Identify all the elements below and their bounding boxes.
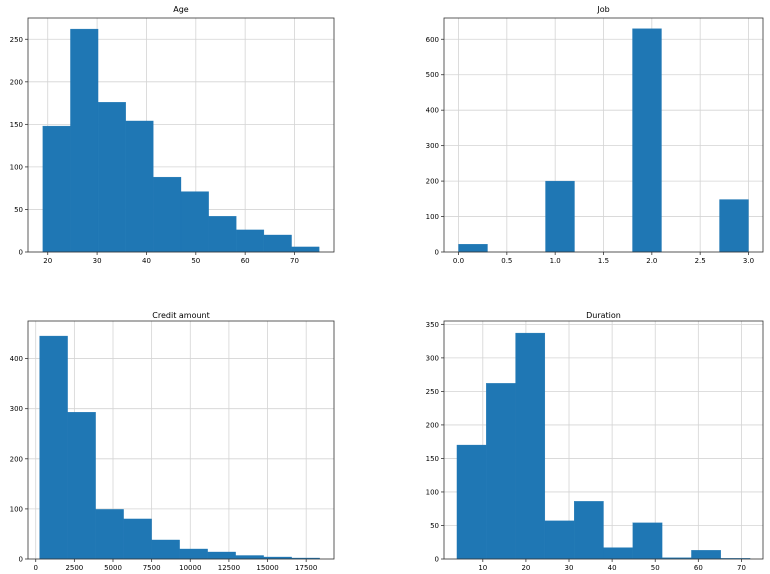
job-histogram-xtick-label-6: 3.0 <box>743 257 754 265</box>
duration-histogram-bar-0 <box>456 444 487 560</box>
age-histogram-ytick-label-5: 250 <box>10 36 23 44</box>
age-histogram-ytick-label-4: 200 <box>10 78 23 86</box>
age-histogram-xtick-label-1: 30 <box>93 257 102 265</box>
credit-amount-histogram-xtick-label-7: 17500 <box>295 564 317 572</box>
age-histogram-xtick-label-5: 70 <box>290 257 299 265</box>
duration-histogram-xtick-label-5: 60 <box>694 564 703 572</box>
credit-amount-histogram-ytick-label-0: 0 <box>19 556 23 564</box>
credit-amount-histogram-xtick-label-1: 2500 <box>65 564 83 572</box>
credit-amount-histogram-bar-7 <box>235 555 264 560</box>
duration-histogram-ytick-label-3: 150 <box>426 455 439 463</box>
credit-amount-histogram-axes-frame <box>27 320 335 560</box>
duration-histogram-bar-8 <box>691 550 721 560</box>
credit-amount-histogram-ytick-label-4: 400 <box>10 355 23 363</box>
credit-amount-histogram-ytick-label-3: 300 <box>10 405 23 413</box>
credit-amount-histogram-bar-5 <box>179 548 208 560</box>
job-histogram-title: Job <box>596 5 609 14</box>
job-histogram: Job 0.0 0.5 1.0 1.5 2.0 2.5 3.0 0 100 200 300 400 50… <box>426 5 764 265</box>
credit-amount-histogram-ytick-label-1: 100 <box>10 505 23 513</box>
duration-histogram-bar-5 <box>603 547 633 560</box>
age-histogram-xtick-label-2: 40 <box>142 257 151 265</box>
duration-histogram-xtick-label-1: 20 <box>521 564 530 572</box>
duration-histogram: Duration 10 20 30 40 50 60 70 0 50 100 150 200 250 30… <box>426 311 764 572</box>
credit-amount-histogram-xtick-label-2: 5000 <box>104 564 122 572</box>
credit-amount-histogram-xtick-label-0: 0 <box>33 564 37 572</box>
credit-amount-histogram-bar-3 <box>123 518 152 560</box>
age-histogram-bar-1 <box>70 28 99 253</box>
age-histogram-ytick-label-2: 100 <box>10 163 23 171</box>
duration-histogram-ytick-label-5: 250 <box>426 388 439 396</box>
job-histogram-ytick-label-1: 100 <box>426 213 439 221</box>
credit-amount-histogram-title: Credit amount <box>152 311 209 320</box>
duration-histogram-ytick-label-6: 300 <box>426 354 439 362</box>
job-histogram-bar-9 <box>719 199 749 253</box>
credit-amount-histogram-bar-0 <box>39 335 68 560</box>
duration-histogram-ytick-label-2: 100 <box>426 488 439 496</box>
duration-histogram-bar-6 <box>632 522 663 560</box>
credit-amount-histogram-xtick-label-4: 10000 <box>179 564 201 572</box>
job-histogram-xtick-label-1: 0.5 <box>501 257 512 265</box>
age-histogram-bar-7 <box>236 229 265 253</box>
job-histogram-xtick-label-5: 2.5 <box>695 257 706 265</box>
duration-histogram-ytick-label-7: 350 <box>426 321 439 329</box>
age-histogram-title: Age <box>173 5 189 14</box>
age-histogram-bar-5 <box>180 191 209 253</box>
credit-amount-histogram-bar-6 <box>207 551 236 560</box>
job-histogram-xtick-label-2: 1.0 <box>550 257 561 265</box>
credit-amount-histogram-bar-1 <box>67 412 96 560</box>
age-histogram-bar-9 <box>291 246 320 253</box>
age-histogram-bar-2 <box>97 102 126 253</box>
duration-histogram-xtick-label-3: 40 <box>608 564 617 572</box>
duration-histogram-bar-2 <box>515 332 546 560</box>
age-histogram: Age 20 30 40 50 60 70 0 50 100 150 200 250 <box>10 5 335 265</box>
credit-amount-histogram-xtick-label-5: 12500 <box>218 564 240 572</box>
job-histogram-bar-3 <box>545 180 575 253</box>
duration-histogram-ytick-label-4: 200 <box>426 421 439 429</box>
age-histogram-xtick-label-4: 60 <box>241 257 250 265</box>
age-histogram-ytick-label-3: 150 <box>10 121 23 129</box>
duration-histogram-ytick-label-0: 0 <box>435 556 439 564</box>
job-histogram-bar-0 <box>458 244 488 253</box>
job-histogram-xtick-label-0: 0.0 <box>453 257 464 265</box>
age-histogram-bar-3 <box>125 120 154 253</box>
job-histogram-ytick-label-3: 300 <box>426 142 439 150</box>
age-histogram-bar-6 <box>208 216 237 253</box>
credit-amount-histogram-ytick-label-2: 200 <box>10 455 23 463</box>
duration-histogram-xtick-label-6: 70 <box>737 564 746 572</box>
age-histogram-bar-4 <box>153 176 182 253</box>
credit-amount-histogram-bar-4 <box>151 539 180 560</box>
duration-histogram-xtick-label-0: 10 <box>478 564 487 572</box>
job-histogram-ytick-label-0: 0 <box>435 249 439 257</box>
duration-histogram-title: Duration <box>586 311 621 320</box>
duration-histogram-xtick-label-2: 30 <box>565 564 574 572</box>
duration-histogram-xtick-label-4: 50 <box>651 564 660 572</box>
job-histogram-ytick-label-2: 200 <box>426 178 439 186</box>
age-histogram-ytick-label-0: 0 <box>19 249 23 257</box>
credit-amount-histogram-xtick-label-3: 7500 <box>143 564 161 572</box>
job-histogram-ytick-label-6: 600 <box>426 36 439 44</box>
age-histogram-xtick-label-3: 50 <box>191 257 200 265</box>
credit-amount-histogram-xtick-label-6: 15000 <box>256 564 278 572</box>
age-histogram-axes-frame <box>27 17 335 253</box>
job-histogram-ytick-label-5: 500 <box>426 71 439 79</box>
duration-histogram-ytick-label-1: 50 <box>430 522 439 530</box>
age-histogram-bar-8 <box>263 234 292 253</box>
job-histogram-xtick-label-4: 2.0 <box>646 257 657 265</box>
age-histogram-xtick-label-0: 20 <box>43 257 52 265</box>
duration-histogram-axes-frame <box>443 320 764 560</box>
credit-amount-histogram: Credit amount 0 2500 5000 7500 10000 12500 150… <box>10 311 335 572</box>
age-histogram-ytick-label-1: 50 <box>14 206 23 214</box>
job-histogram-ytick-label-4: 400 <box>426 107 439 115</box>
credit-amount-histogram-bar-2 <box>95 509 124 560</box>
age-histogram-bar-0 <box>42 125 71 253</box>
duration-histogram-bar-4 <box>574 501 604 560</box>
job-histogram-bar-6 <box>632 28 662 253</box>
duration-histogram-bar-3 <box>544 520 575 560</box>
job-histogram-xtick-label-3: 1.5 <box>598 257 609 265</box>
duration-histogram-bar-1 <box>486 383 516 560</box>
